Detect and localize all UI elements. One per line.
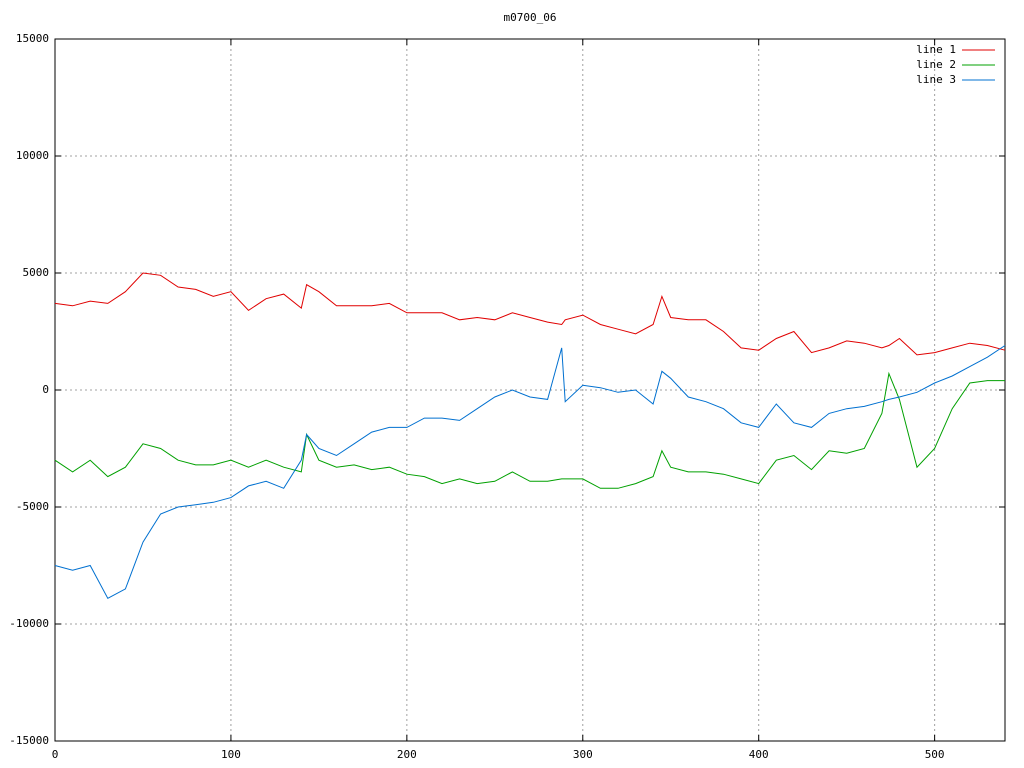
plot-frame: [54, 38, 1006, 742]
y-tick-label: -10000: [9, 617, 49, 630]
y-tick-label: 0: [42, 383, 49, 396]
line-series: [54, 345, 1006, 599]
y-tick-label: -5000: [16, 500, 49, 513]
x-tick-label: 300: [573, 748, 593, 761]
y-tick-label: -15000: [9, 734, 49, 747]
x-tick-label: 100: [221, 748, 241, 761]
legend-label: line 1: [916, 43, 956, 56]
legend-label: line 2: [916, 58, 956, 71]
line-series: [54, 371, 1005, 489]
x-tick-label: 500: [925, 748, 945, 761]
line-series: [54, 272, 1006, 356]
x-tick-label: 0: [52, 748, 59, 761]
x-tick-label: 200: [397, 748, 417, 761]
y-tick-label: 5000: [23, 266, 50, 279]
legend-label: line 3: [916, 73, 956, 86]
x-tick-label: 400: [749, 748, 769, 761]
y-tick-label: 10000: [16, 149, 49, 162]
chart-title: m0700_06: [504, 11, 557, 24]
y-tick-label: 15000: [16, 32, 49, 45]
